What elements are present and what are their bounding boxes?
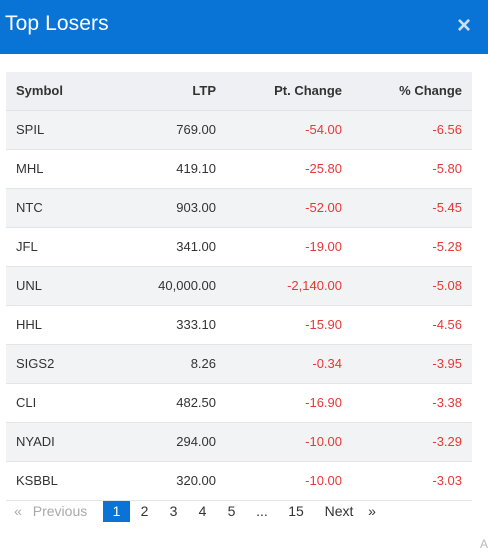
table-row[interactable]: CLI 482.50 -16.90 -3.38 <box>6 383 472 422</box>
table-row[interactable]: NTC 903.00 -52.00 -5.45 <box>6 188 472 227</box>
pct-change-cell: -4.56 <box>432 317 462 332</box>
ltp-cell: 40,000.00 <box>158 278 216 293</box>
column-header-pct-change[interactable]: % Change <box>399 83 462 99</box>
symbol-cell: NYADI <box>16 434 55 449</box>
symbol-cell: MHL <box>16 161 44 176</box>
page-4-button[interactable]: 4 <box>198 503 207 519</box>
symbol-cell: JFL <box>16 239 38 254</box>
ltp-cell: 769.00 <box>176 122 216 137</box>
column-header-symbol[interactable]: Symbol <box>16 83 63 99</box>
page-5-button[interactable]: 5 <box>227 503 236 519</box>
symbol-cell: KSBBL <box>16 473 58 488</box>
pt-change-cell: -16.90 <box>305 395 343 410</box>
ltp-cell: 482.50 <box>176 395 216 410</box>
table-row[interactable]: NYADI 294.00 -10.00 -3.29 <box>6 422 472 461</box>
first-page-icon[interactable]: « <box>14 503 22 519</box>
pct-change-cell: -5.80 <box>432 161 462 176</box>
pct-change-cell: -3.38 <box>432 395 462 410</box>
pt-change-cell: -25.80 <box>305 161 343 176</box>
symbol-cell: CLI <box>16 395 37 410</box>
table-header-row: Symbol LTP Pt. Change % Change <box>6 72 472 110</box>
corner-partial-text: A <box>479 537 488 551</box>
losers-table: Symbol LTP Pt. Change % Change SPIL 769.… <box>6 72 472 501</box>
pt-change-cell: -0.34 <box>312 356 343 371</box>
modal-title: Top Losers <box>5 12 109 35</box>
table-row[interactable]: UNL 40,000.00 -2,140.00 -5.08 <box>6 266 472 305</box>
close-icon[interactable]: × <box>456 12 471 39</box>
pt-change-cell: -10.00 <box>305 434 343 449</box>
pt-change-cell: -19.00 <box>305 239 343 254</box>
ltp-cell: 333.10 <box>176 317 216 332</box>
symbol-cell: SIGS2 <box>16 356 55 371</box>
ltp-cell: 8.26 <box>190 356 216 371</box>
table-row[interactable]: SIGS2 8.26 -0.34 -3.95 <box>6 344 472 383</box>
table-row[interactable]: MHL 419.10 -25.80 -5.80 <box>6 149 472 188</box>
pct-change-cell: -3.29 <box>432 434 462 449</box>
page-2-button[interactable]: 2 <box>140 503 149 519</box>
last-page-icon[interactable]: » <box>368 503 376 519</box>
ltp-cell: 419.10 <box>176 161 216 176</box>
page-15-button[interactable]: 15 <box>288 503 304 519</box>
table-row[interactable]: HHL 333.10 -15.90 -4.56 <box>6 305 472 344</box>
table-row[interactable]: SPIL 769.00 -54.00 -6.56 <box>6 110 472 149</box>
table-row[interactable]: KSBBL 320.00 -10.00 -3.03 <box>6 461 472 500</box>
table-row[interactable]: JFL 341.00 -19.00 -5.28 <box>6 227 472 266</box>
page-3-button[interactable]: 3 <box>169 503 178 519</box>
pct-change-cell: -6.56 <box>432 122 462 137</box>
pct-change-cell: -3.95 <box>432 356 462 371</box>
symbol-cell: HHL <box>16 317 43 332</box>
next-page-button[interactable]: Next <box>324 503 354 519</box>
column-header-pt-change[interactable]: Pt. Change <box>274 83 343 99</box>
page-1-button[interactable]: 1 <box>103 501 130 522</box>
pagination: « Previous 1 2 3 4 5 ... 15 Next » <box>9 501 380 522</box>
pt-change-cell: -10.00 <box>305 473 343 488</box>
pct-change-cell: -5.45 <box>432 200 462 215</box>
symbol-cell: NTC <box>16 200 43 215</box>
previous-page-button[interactable]: Previous <box>32 503 88 519</box>
ltp-cell: 320.00 <box>176 473 216 488</box>
modal-header: Top Losers × <box>0 0 488 54</box>
pct-change-cell: -3.03 <box>432 473 462 488</box>
column-header-ltp[interactable]: LTP <box>192 83 216 99</box>
pct-change-cell: -5.08 <box>432 278 462 293</box>
page-ellipsis: ... <box>256 503 268 519</box>
ltp-cell: 294.00 <box>176 434 216 449</box>
pt-change-cell: -54.00 <box>305 122 343 137</box>
pt-change-cell: -52.00 <box>305 200 343 215</box>
symbol-cell: SPIL <box>16 122 45 137</box>
ltp-cell: 341.00 <box>176 239 216 254</box>
losers-table-container: Symbol LTP Pt. Change % Change SPIL 769.… <box>6 72 472 501</box>
symbol-cell: UNL <box>16 278 43 293</box>
ltp-cell: 903.00 <box>176 200 216 215</box>
pct-change-cell: -5.28 <box>432 239 462 254</box>
pt-change-cell: -2,140.00 <box>287 278 343 293</box>
pt-change-cell: -15.90 <box>305 317 343 332</box>
